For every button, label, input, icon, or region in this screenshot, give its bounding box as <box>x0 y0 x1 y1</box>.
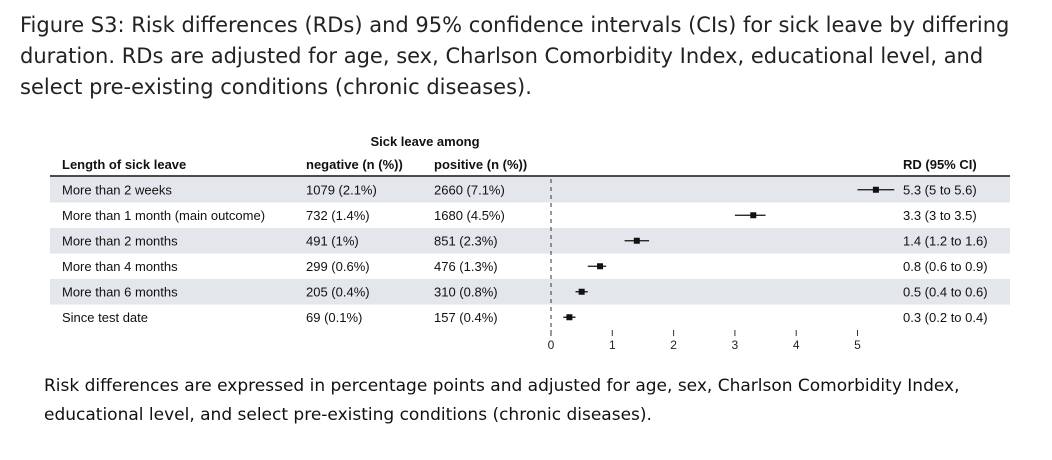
forest-marks <box>550 179 895 334</box>
row-label: More than 1 month (main outcome) <box>62 208 265 223</box>
row-rd-text: 3.3 (3 to 3.5) <box>903 208 977 223</box>
figure-caption: Figure S3: Risk differences (RDs) and 95… <box>20 13 1010 99</box>
row-rd-text: 0.5 (0.4 to 0.6) <box>903 284 988 299</box>
row-negative: 732 (1.4%) <box>306 208 370 223</box>
point-estimate <box>597 263 604 270</box>
row-rd-text: 0.3 (0.2 to 0.4) <box>903 310 988 325</box>
point-estimate <box>566 314 573 321</box>
point-estimate <box>750 212 757 219</box>
row-positive: 476 (1.3%) <box>434 259 498 274</box>
point-estimate <box>872 186 879 193</box>
row-negative: 1079 (2.1%) <box>306 182 377 197</box>
row-negative: 491 (1%) <box>306 233 359 248</box>
row-label: More than 2 months <box>62 233 178 248</box>
x-tick-label: 1 <box>609 338 616 352</box>
row-negative: 205 (0.4%) <box>306 284 370 299</box>
row-positive: 157 (0.4%) <box>434 310 498 325</box>
point-estimate <box>578 288 585 295</box>
row-positive: 2660 (7.1%) <box>434 182 505 197</box>
x-tick-label: 4 <box>793 338 800 352</box>
header-negative: negative (n (%)) <box>306 157 403 172</box>
row-rd-text: 5.3 (5 to 5.6) <box>903 182 977 197</box>
header-positive: positive (n (%)) <box>434 157 527 172</box>
row-stripe <box>50 279 1010 305</box>
x-axis: 0 1 2 3 4 5 <box>548 330 861 352</box>
row-label: More than 4 months <box>62 259 178 274</box>
row-stripe <box>50 177 1010 203</box>
x-tick-label: 5 <box>854 338 861 352</box>
figure-footnote: Risk differences are expressed in percen… <box>44 376 960 425</box>
forest-plot: Sick leave among Length of sick leave ne… <box>50 134 1010 352</box>
point-estimate <box>633 237 640 244</box>
x-tick-label: 0 <box>548 338 555 352</box>
x-tick-label: 2 <box>670 338 677 352</box>
row-rd-text: 0.8 (0.6 to 0.9) <box>903 259 988 274</box>
row-stripe <box>50 228 1010 254</box>
row-positive: 1680 (4.5%) <box>434 208 505 223</box>
x-tick-label: 3 <box>732 338 739 352</box>
row-positive: 310 (0.8%) <box>434 284 498 299</box>
row-negative: 299 (0.6%) <box>306 259 370 274</box>
row-positive: 851 (2.3%) <box>434 233 498 248</box>
row-rd-text: 1.4 (1.2 to 1.6) <box>903 233 988 248</box>
row-label: More than 2 weeks <box>62 182 172 197</box>
table-rows: More than 2 weeks 1079 (2.1%) 2660 (7.1%) 5… <box>62 182 988 325</box>
row-stripes <box>50 177 1010 305</box>
header-length: Length of sick leave <box>62 157 186 172</box>
header-rd: RD (95% CI) <box>903 157 977 172</box>
row-label: More than 6 months <box>62 284 178 299</box>
row-label: Since test date <box>62 310 148 325</box>
group-header: Sick leave among <box>370 134 479 149</box>
row-negative: 69 (0.1%) <box>306 310 362 325</box>
